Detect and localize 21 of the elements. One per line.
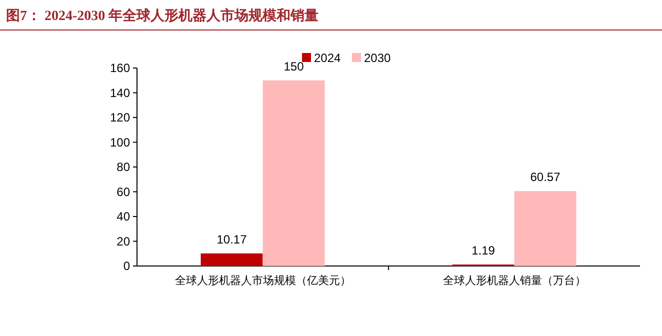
x-tick-label: 全球人形机器人销量（万台） (442, 274, 586, 287)
bar (200, 253, 263, 266)
y-tick-label: 120 (110, 110, 130, 124)
y-tick-label: 40 (116, 210, 130, 224)
y-tick-label: 160 (110, 61, 130, 75)
y-tick-label: 60 (116, 184, 130, 199)
legend-label: 2030 (364, 51, 392, 65)
bar (514, 191, 576, 266)
data-label: 10.17 (216, 232, 248, 246)
x-tick-label: 全球人形机器人市场规模（亿美元） (174, 274, 351, 287)
bar (262, 80, 325, 266)
data-label: 150 (284, 59, 304, 74)
data-label: 1.19 (472, 244, 496, 258)
legend-label: 2024 (314, 51, 342, 65)
chart-title: 图7： 2024-2030 年全球人形机器人市场规模和销量 (6, 7, 319, 24)
y-tick-label: 100 (110, 135, 130, 150)
y-tick-label: 20 (116, 234, 130, 248)
y-tick-label: 0 (123, 259, 130, 273)
data-label: 60.57 (530, 170, 561, 184)
y-tick-label: 80 (116, 160, 130, 174)
y-tick-label: 140 (110, 86, 130, 100)
